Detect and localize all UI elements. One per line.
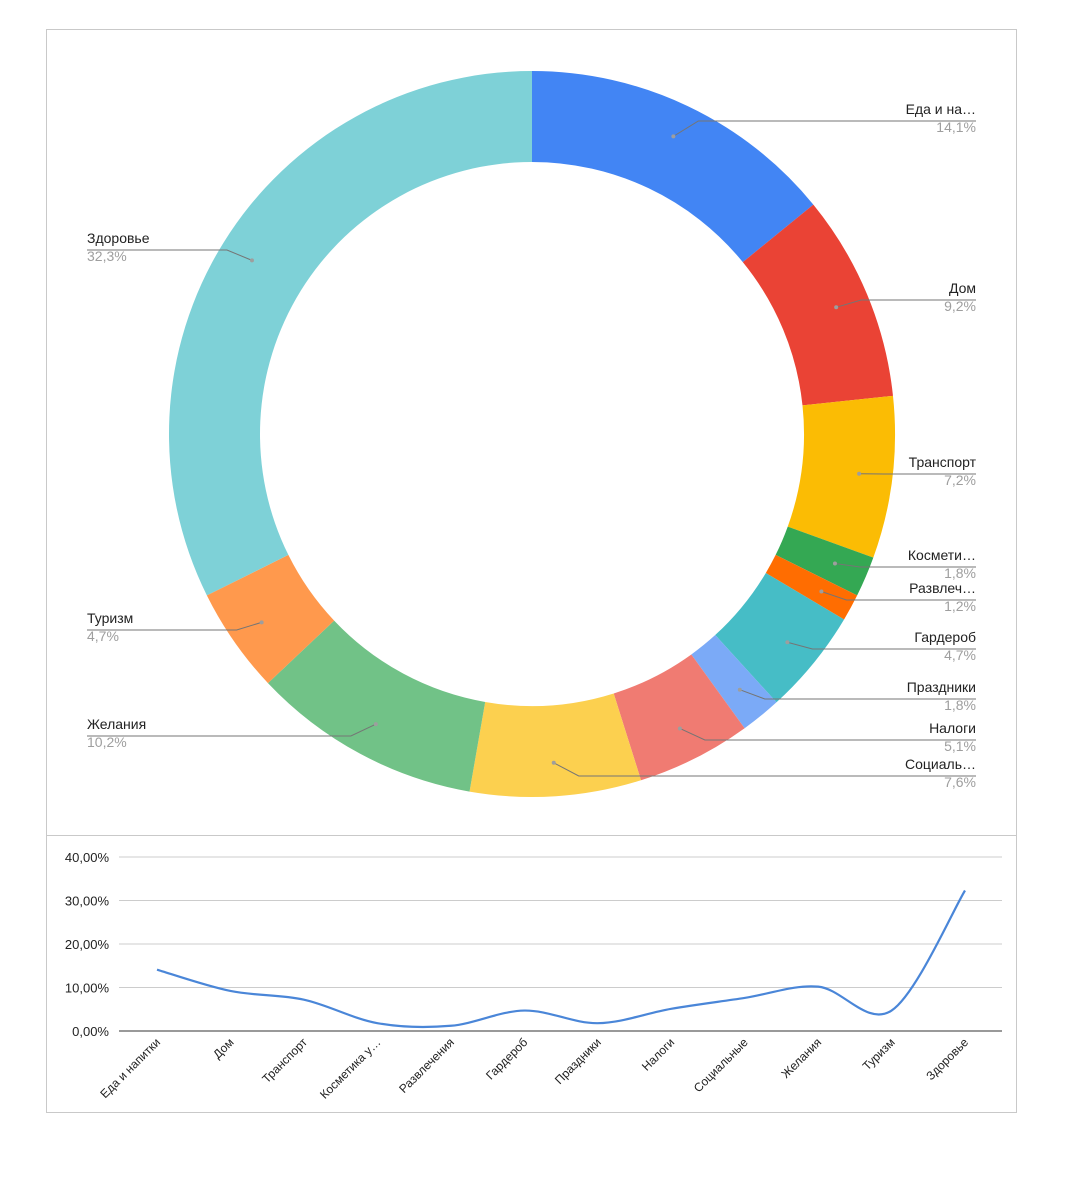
donut-label-развлеч: Развлеч…	[909, 580, 976, 596]
y-tick-label-3: 30,00%	[65, 894, 110, 909]
donut-leader-line-9	[553, 762, 976, 777]
donut-slice-6	[715, 572, 845, 703]
donut-percent-11: 4,7%	[87, 628, 119, 644]
donut-leader-line-12	[87, 249, 253, 261]
donut-leader-dot-10	[373, 722, 378, 727]
donut-slice-4	[775, 526, 874, 596]
donut-percent-7: 1,8%	[944, 697, 976, 713]
donut-percent-9: 7,6%	[944, 774, 976, 790]
line-chart-panel: 0,00% 10,00% 20,00% 30,00% 40,00% Еда и напит…	[46, 835, 1017, 1113]
line-series	[156, 889, 966, 1029]
x-tick-label-3: Транспорт	[259, 1035, 310, 1086]
donut-leader-dot-9	[551, 760, 556, 765]
donut-leader-line-8	[679, 727, 976, 741]
donut-label-еда-и-на: Еда и на…	[906, 101, 976, 117]
x-tick-label-12: Здоровье	[923, 1035, 971, 1083]
donut-leader-dot-1	[671, 134, 676, 139]
donut-leader-line-4	[834, 563, 976, 568]
donut-chart: Еда и на… 14,1% Дом 9,2% Транспорт 7,2% Космет…	[87, 71, 977, 797]
donut-leader-dot-6	[785, 640, 790, 645]
x-tick-label-1: Еда и напитки	[97, 1035, 163, 1101]
donut-percent-12: 32,3%	[87, 248, 127, 264]
donut-slice-8	[613, 654, 745, 781]
x-tick-label-11: Туризм	[860, 1035, 898, 1073]
x-tick-label-7: Праздники	[552, 1035, 604, 1087]
donut-slice-5	[765, 554, 858, 620]
donut-leader-dot-2	[834, 305, 839, 310]
donut-label-праздники: Праздники	[907, 679, 976, 695]
donut-leader-dot-3	[857, 471, 862, 476]
donut-slice-9	[469, 693, 642, 797]
x-tick-label-5: Развлечения	[396, 1035, 457, 1096]
donut-leader-dot-5	[819, 589, 824, 594]
donut-percent-1: 14,1%	[936, 119, 976, 135]
donut-label-дом: Дом	[949, 280, 976, 296]
donut-label-социаль: Социаль…	[905, 756, 976, 772]
donut-label-желания: Желания	[87, 716, 146, 732]
x-tick-label-9: Социальные	[691, 1035, 751, 1095]
y-tick-label-0: 0,00%	[72, 1024, 109, 1039]
x-tick-label-6: Гардероб	[483, 1035, 530, 1082]
donut-label-транспорт: Транспорт	[909, 454, 977, 470]
donut-slice-12	[169, 71, 533, 596]
donut-leader-line-10	[87, 723, 377, 737]
y-tick-label-1: 10,00%	[65, 981, 110, 996]
donut-leader-line-6	[787, 641, 976, 650]
y-tick-label-4: 40,00%	[65, 850, 110, 865]
donut-slice-11	[206, 554, 335, 684]
donut-percent-8: 5,1%	[944, 738, 976, 754]
donut-chart-panel: Еда и на… 14,1% Дом 9,2% Транспорт 7,2% Космет…	[46, 29, 1017, 836]
donut-leader-line-11	[87, 621, 262, 631]
donut-slice-3	[787, 395, 895, 558]
donut-leader-line-2	[836, 299, 976, 308]
donut-leader-dot-7	[737, 687, 742, 692]
donut-leader-line-7	[739, 689, 976, 700]
donut-slice-7	[691, 635, 777, 729]
donut-slice-10	[267, 620, 486, 792]
x-tick-label-10: Желания	[778, 1035, 824, 1081]
donut-percent-3: 7,2%	[944, 472, 976, 488]
donut-percent-6: 4,7%	[944, 647, 976, 663]
donut-label-туризм: Туризм	[87, 610, 133, 626]
x-tick-label-4: Косметика у…	[317, 1035, 383, 1101]
donut-percent-5: 1,2%	[944, 598, 976, 614]
donut-label-космети: Космети…	[908, 547, 976, 563]
donut-label-гардероб: Гардероб	[914, 629, 976, 645]
x-tick-label-8: Налоги	[639, 1035, 677, 1073]
donut-slice-2	[742, 204, 893, 406]
line-chart: 0,00% 10,00% 20,00% 30,00% 40,00% Еда и напит…	[65, 850, 1002, 1102]
donut-label-налоги: Налоги	[929, 720, 976, 736]
donut-leader-dot-11	[259, 620, 264, 625]
x-tick-label-2: Дом	[210, 1035, 236, 1061]
donut-slice-1	[532, 71, 814, 263]
donut-percent-10: 10,2%	[87, 734, 127, 750]
donut-percent-4: 1,8%	[944, 565, 976, 581]
donut-label-здоровье: Здоровье	[87, 230, 150, 246]
donut-percent-2: 9,2%	[944, 298, 976, 314]
donut-leader-dot-8	[677, 726, 682, 731]
donut-leader-line-1	[673, 120, 976, 137]
donut-leader-line-5	[821, 591, 976, 601]
y-tick-label-2: 20,00%	[65, 937, 110, 952]
donut-leader-dot-12	[249, 258, 254, 263]
donut-leader-dot-4	[832, 561, 837, 566]
